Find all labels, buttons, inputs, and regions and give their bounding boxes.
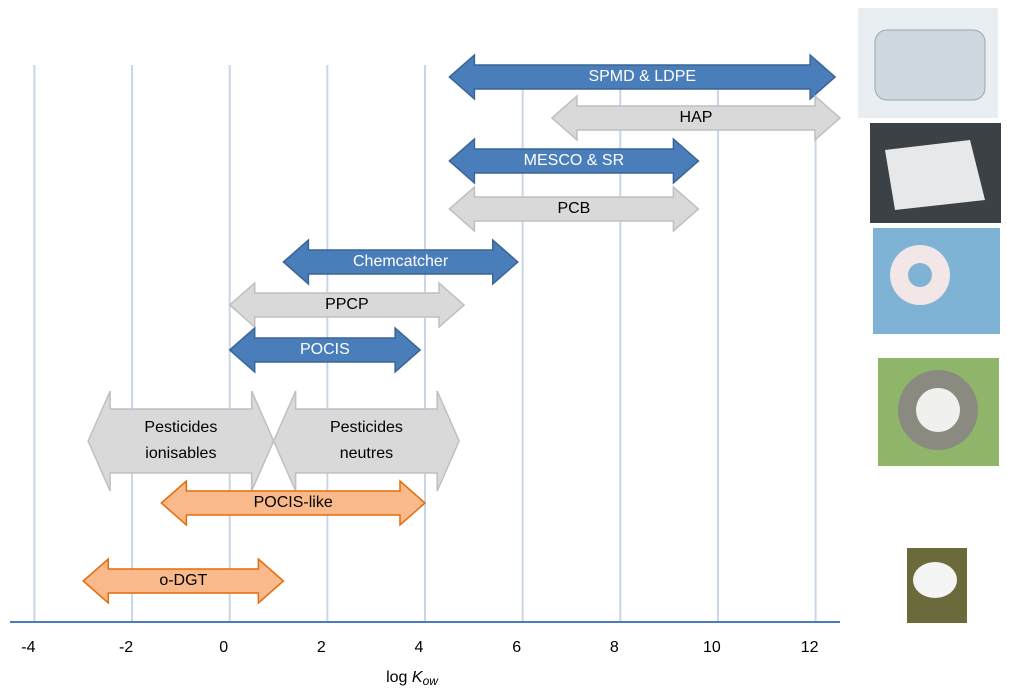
arrow-label: Chemcatcher [353, 253, 449, 270]
arrow-label: POCIS [300, 341, 350, 358]
x-tick-label: 6 [512, 639, 521, 656]
x-tick-label: -4 [21, 639, 35, 656]
range-arrow [274, 391, 460, 491]
arrow-label: neutres [340, 445, 393, 462]
x-tick-label: 2 [317, 639, 326, 656]
x-axis-label: log Kow [386, 669, 439, 688]
arrow-label: Pesticides [144, 419, 217, 436]
arrow-label: Pesticides [330, 419, 403, 436]
x-tick-label: 8 [610, 639, 619, 656]
x-tick-label: 4 [415, 639, 424, 656]
photo-detail [908, 263, 932, 287]
x-tick-label: -2 [119, 639, 133, 656]
photo-detail [916, 388, 960, 432]
arrow-label: o-DGT [159, 572, 207, 589]
grid [34, 65, 815, 622]
x-tick-label: 0 [219, 639, 228, 656]
photos [858, 8, 1001, 623]
arrow-label: PCB [557, 200, 590, 217]
arrow-label: POCIS-like [254, 494, 333, 511]
arrow-label: HAP [680, 109, 713, 126]
arrow-label: SPMD & LDPE [588, 68, 696, 85]
arrow-label: MESCO & SR [524, 152, 624, 169]
x-tick-label: 12 [801, 639, 819, 656]
arrow-label: PPCP [325, 296, 369, 313]
x-tick-label: 10 [703, 639, 721, 656]
chart: log Kow -4 -2 0 2 4 6 8 10 12 SPMD & LDPE HAP MESCO… [0, 0, 1024, 690]
photo-detail [913, 562, 957, 598]
photo-detail [885, 140, 985, 210]
x-label-subscript: ow [423, 674, 440, 688]
arrow-label: ionisables [145, 445, 216, 462]
photo-detail [875, 30, 985, 100]
range-arrow [88, 391, 274, 491]
x-label-text: log [386, 669, 407, 686]
